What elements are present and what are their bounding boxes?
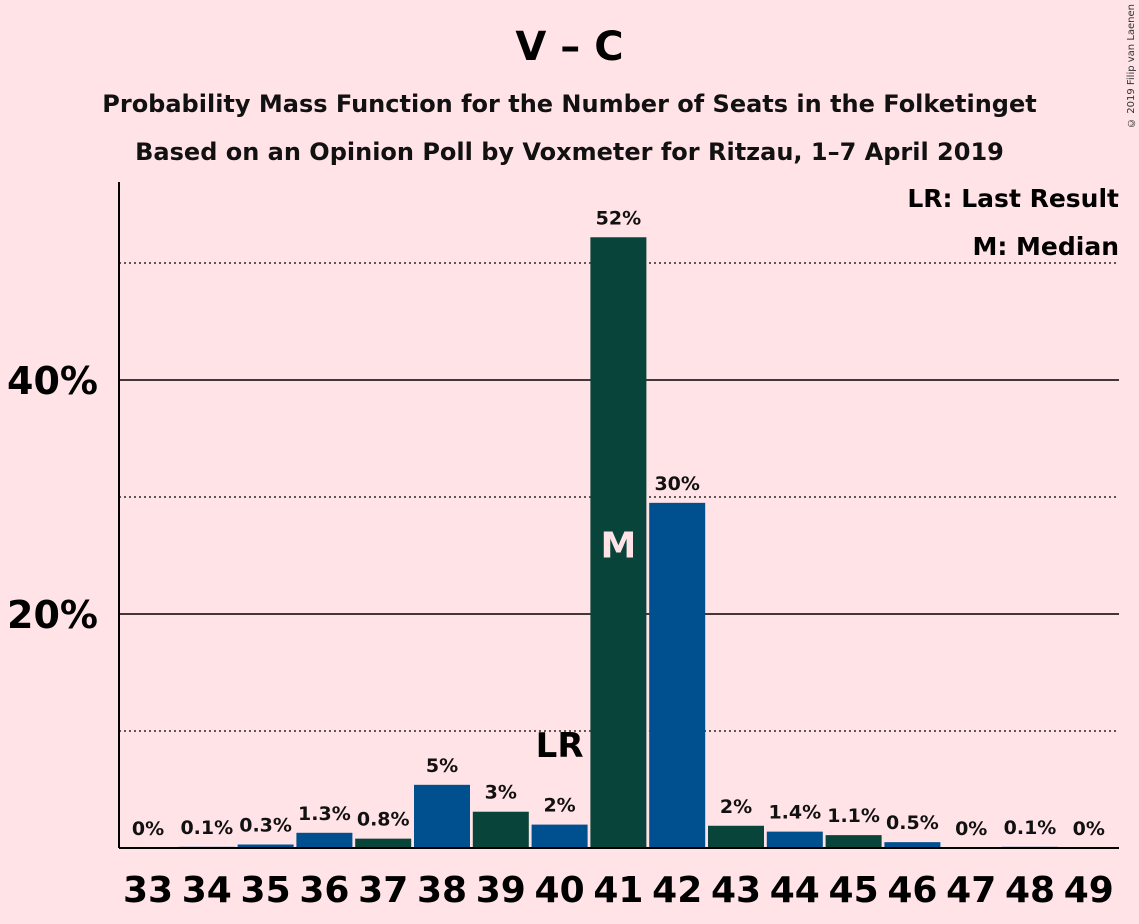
- x-tick-label: 37: [358, 870, 408, 911]
- bar-seat-38: [414, 784, 470, 848]
- bar-seat-36: [296, 832, 353, 848]
- bar-value-label: 1.4%: [768, 802, 821, 824]
- legend-last-result: LR: Last Result: [907, 184, 1119, 213]
- x-tick-label: 45: [829, 870, 879, 911]
- y-tick-label: 20%: [7, 593, 98, 637]
- bar-value-label: 0.8%: [357, 809, 410, 831]
- bar-seat-40: [531, 824, 588, 848]
- bar-value-label: 0%: [132, 818, 164, 840]
- x-tick-label: 38: [417, 870, 467, 911]
- bar-value-label: 52%: [596, 207, 641, 229]
- x-tick-label: 39: [476, 870, 526, 911]
- bar-seat-39: [472, 811, 529, 848]
- legend-median: M: Median: [972, 232, 1119, 261]
- x-tick-label: 48: [1005, 870, 1055, 911]
- bar-value-label: 0.1%: [1004, 817, 1057, 839]
- x-tick-label: 35: [241, 870, 291, 911]
- x-tick-label: 44: [770, 870, 820, 911]
- x-tick-label: 43: [711, 870, 761, 911]
- bar-seat-44: [766, 831, 823, 848]
- bar-value-label: 0%: [1073, 818, 1105, 840]
- x-tick-label: 41: [593, 870, 643, 911]
- chart-subtitle-2: Based on an Opinion Poll by Voxmeter for…: [135, 138, 1004, 166]
- median-marker: M: [600, 525, 636, 566]
- bar-value-label: 0%: [955, 818, 987, 840]
- bar-seat-41: [590, 237, 647, 848]
- bar-value-label: 1.1%: [827, 805, 880, 827]
- bar-value-label: 3%: [485, 782, 517, 804]
- bar-value-label: 2%: [720, 796, 752, 818]
- bar-seat-46: [884, 842, 941, 848]
- y-tick-label: 40%: [7, 359, 98, 403]
- x-tick-label: 33: [123, 870, 173, 911]
- bar-value-label: 1.3%: [298, 803, 351, 825]
- bar-value-label: 0.5%: [886, 812, 939, 834]
- bar-value-label: 0.3%: [239, 814, 292, 836]
- chart-subtitle-1: Probability Mass Function for the Number…: [102, 90, 1037, 118]
- x-tick-label: 47: [946, 870, 996, 911]
- bar-seat-37: [355, 838, 412, 848]
- bar-seat-43: [708, 825, 764, 848]
- x-tick-label: 34: [182, 870, 232, 911]
- bar-seat-42: [649, 502, 706, 848]
- x-tick-label: 49: [1064, 870, 1114, 911]
- chart-title: V – C: [515, 24, 624, 70]
- bar-value-label: 2%: [543, 795, 575, 817]
- bar-value-label: 30%: [654, 473, 699, 495]
- x-tick-label: 36: [299, 870, 349, 911]
- x-tick-label: 46: [887, 870, 937, 911]
- x-tick-label: 42: [652, 870, 702, 911]
- bar-value-label: 5%: [426, 755, 458, 777]
- last-result-marker: LR: [536, 726, 584, 766]
- bar-value-label: 0.1%: [180, 817, 233, 839]
- x-tick-label: 40: [535, 870, 585, 911]
- bar-seat-45: [825, 835, 882, 848]
- bar-seat-35: [237, 844, 294, 848]
